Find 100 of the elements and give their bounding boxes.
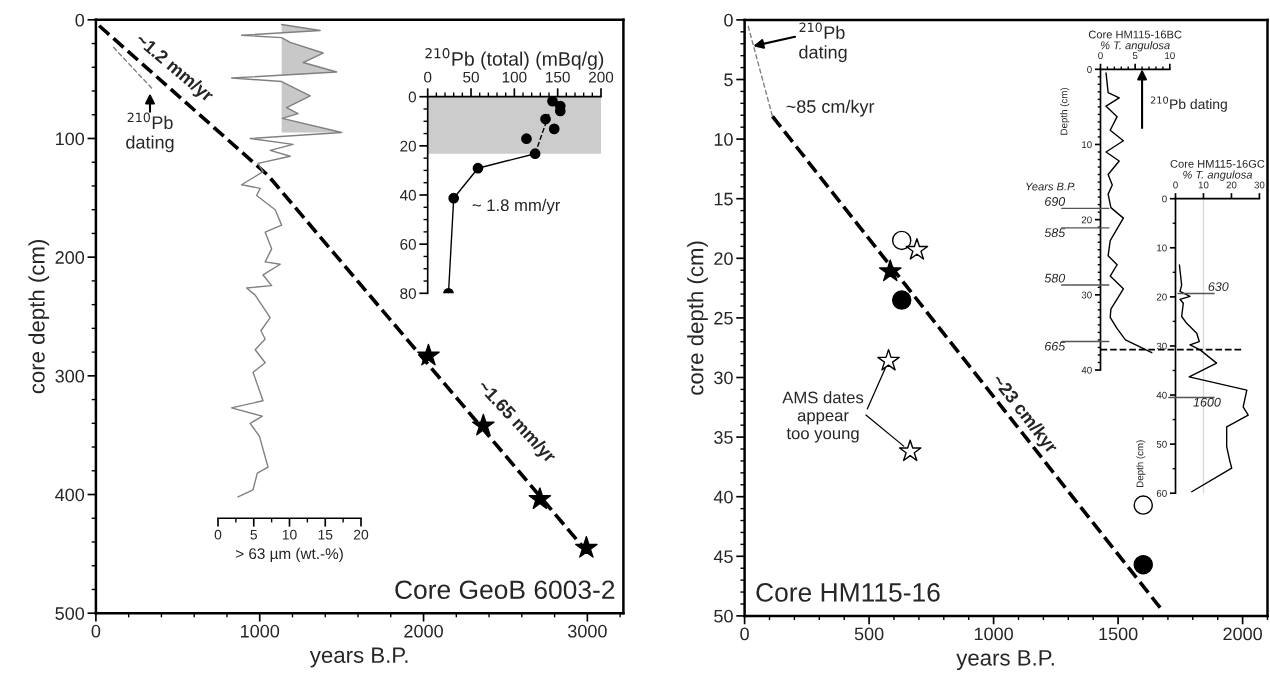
y-tick-label: 0: [1087, 66, 1092, 73]
x-axis-title: years B.P.: [309, 647, 408, 668]
chart-title: Core HM115-16GC: [1170, 159, 1265, 168]
x-tick-label: 0: [740, 627, 749, 641]
y-tick-label: 80: [400, 288, 416, 299]
point: [472, 162, 484, 174]
x-tick-label: 30: [1254, 181, 1265, 189]
point: [1133, 495, 1153, 515]
annotation: AMS dates appear too young: [782, 391, 864, 443]
y-tick-label: 10: [714, 133, 733, 146]
y-tick-label: 0: [724, 13, 733, 27]
y-tick-label: 60: [400, 239, 416, 250]
y-axis-title: Depth (cm): [1136, 440, 1146, 487]
point: [547, 96, 558, 107]
y-tick-label: 0: [75, 13, 85, 27]
annotation: ~ 1.8 mm/yr: [472, 198, 561, 215]
point: [1133, 554, 1153, 575]
y-tick-label: 10: [1157, 244, 1167, 252]
x-tick-label: 1000: [974, 627, 1013, 641]
annotation: $^{210}$Pb dating: [126, 112, 174, 153]
point: [891, 230, 912, 251]
y-tick-label: 400: [55, 488, 85, 502]
annotation: $^{210}$Pb dating: [1150, 96, 1227, 112]
x-tick-label: 10: [1198, 181, 1209, 189]
y-tick-label: 30: [1081, 291, 1092, 299]
x-tick-label: 500: [854, 627, 884, 641]
point: [417, 343, 440, 366]
point: [905, 238, 929, 260]
point: [891, 290, 912, 310]
y-tick-label: 30: [1156, 342, 1167, 350]
point: [898, 439, 922, 462]
annotation: Core HM115-16: [756, 583, 940, 602]
annotation: 1600: [1193, 397, 1221, 407]
point: [878, 259, 902, 282]
x-tick-label: 1000: [241, 624, 280, 638]
annotation: $^{210}$Pb dating: [799, 22, 847, 63]
annotation: 630: [1208, 282, 1229, 292]
x-tick-label: 0: [424, 71, 432, 83]
x-tick-label: 0: [1098, 52, 1103, 60]
y-axis-title: core depth (cm): [28, 240, 50, 394]
annotation: 585: [1044, 228, 1066, 238]
y-tick-label: 25: [714, 311, 733, 325]
y-tick-label: 20: [1081, 216, 1092, 224]
y-tick-label: 50: [714, 609, 733, 623]
x-tick-label: 15: [318, 529, 333, 540]
y-tick-label: 40: [399, 189, 416, 201]
chart-title: Core HM115-16BC: [1088, 30, 1182, 39]
annotation: ~85 cm/kyr: [786, 99, 875, 117]
x-tick-label: 2000: [404, 624, 443, 638]
x-tick-label: 200: [589, 71, 614, 83]
y-tick-label: 30: [714, 371, 733, 385]
y-tick-label: 0: [1162, 195, 1167, 203]
y-tick-label: 35: [714, 431, 733, 444]
annotation: Years B.P.: [1026, 182, 1075, 191]
y-tick-label: 0: [408, 91, 416, 103]
y-tick-label: 60: [1156, 489, 1167, 497]
y-tick-label: 45: [713, 550, 733, 564]
y-tick-label: 300: [55, 369, 85, 383]
x-tick-label: 0: [91, 624, 101, 638]
y-tick-label: 40: [1156, 391, 1167, 399]
point: [448, 192, 460, 204]
y-tick-label: 20: [400, 140, 416, 152]
y-tick-label: 20: [1156, 293, 1167, 301]
x-tick-label: 10: [1165, 52, 1175, 60]
x-tick-label: 10: [282, 529, 297, 540]
x-axis-title: % T. angulosa: [1183, 170, 1253, 181]
point: [528, 487, 552, 510]
x-tick-label: 1500: [1099, 627, 1138, 641]
point: [575, 536, 598, 558]
point: [540, 113, 551, 125]
y-tick-label: 40: [1081, 366, 1092, 374]
point: [877, 348, 900, 371]
y-tick-label: 50: [1156, 440, 1167, 448]
y-tick-label: 200: [55, 251, 85, 264]
x-tick-label: 0: [1173, 181, 1178, 189]
x-axis-title: $^{210}$Pb (total) (mBq/g): [425, 48, 604, 70]
annotation: 580: [1044, 273, 1066, 283]
annotation: Core GeoB 6003-2: [395, 580, 615, 600]
x-tick-label: 5: [1132, 52, 1138, 60]
y-axis-title: core depth (cm): [687, 241, 708, 395]
x-axis-title: years B.P.: [956, 650, 1054, 671]
x-axis-title: % T. angulosa: [1100, 41, 1170, 52]
y-tick-label: 500: [55, 607, 85, 620]
y-tick-label: 20: [714, 252, 733, 266]
x-tick-label: 3000: [567, 624, 607, 638]
x-tick-label: 100: [502, 71, 527, 83]
x-tick-label: 20: [353, 529, 369, 540]
y-axis-title: Depth (cm): [1060, 87, 1070, 135]
y-tick-label: 40: [713, 490, 733, 504]
point: [521, 133, 532, 145]
x-axis-title: > 63 µm (wt.-%): [235, 547, 343, 563]
point: [548, 123, 560, 135]
y-tick-label: 10: [1082, 141, 1092, 149]
x-tick-label: 2000: [1223, 627, 1262, 641]
x-tick-label: 150: [546, 71, 570, 83]
point: [529, 148, 541, 160]
y-tick-label: 100: [56, 132, 85, 146]
x-tick-label: 5: [250, 529, 258, 540]
x-tick-label: 0: [214, 529, 222, 540]
annotation: 690: [1045, 197, 1066, 206]
